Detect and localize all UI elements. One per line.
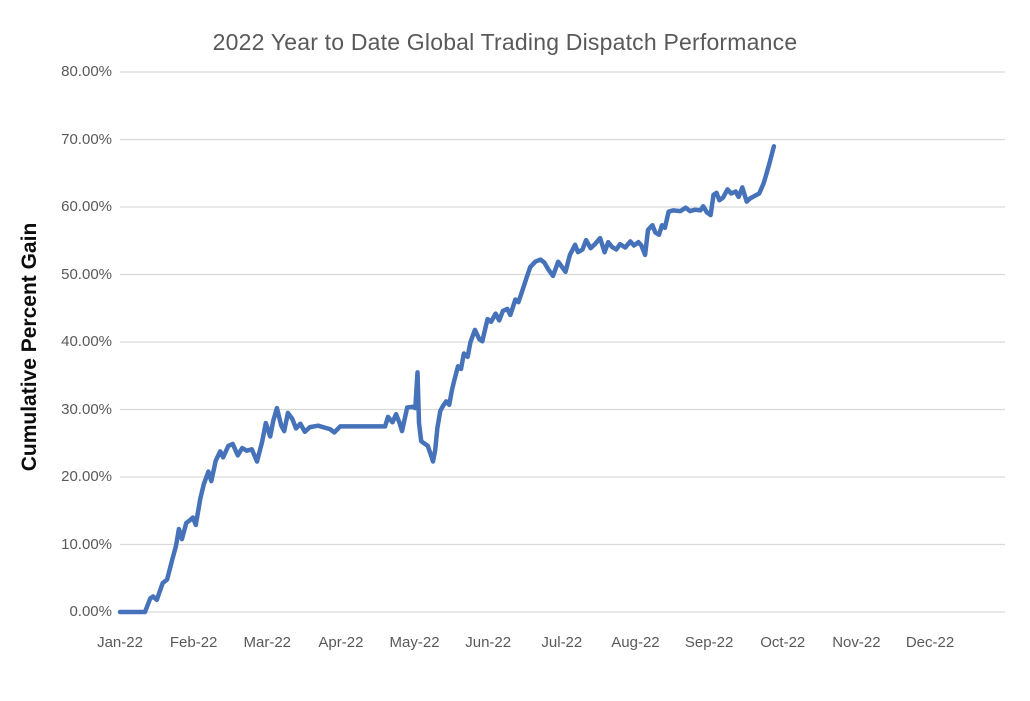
data-series-line — [117, 144, 777, 615]
x-tick-label: Sep-22 — [684, 634, 734, 651]
x-tick-label: Nov-22 — [832, 634, 881, 651]
y-tick-label: 60.00% — [61, 198, 112, 215]
x-tick-label: Oct-22 — [760, 634, 806, 651]
y-tick-label: 20.00% — [61, 468, 112, 485]
y-tick-label: 10.00% — [61, 535, 112, 553]
y-tick-label: 30.00% — [61, 400, 112, 418]
x-tick-label: Jan-22 — [97, 634, 143, 651]
x-tick-label: May-22 — [389, 634, 440, 651]
x-tick-label: Apr-22 — [318, 634, 364, 651]
chart-title: 2022 Year to Date Global Trading Dispatc… — [212, 29, 798, 55]
x-tick-label: Jul-22 — [541, 634, 583, 651]
y-tick-label: 80.00% — [61, 63, 112, 80]
y-tick-label: 40.00% — [61, 333, 112, 350]
y-tick-label: 70.00% — [61, 130, 112, 148]
x-tick-label: Jun-22 — [465, 634, 512, 651]
x-tick-label: Dec-22 — [905, 634, 955, 651]
x-tick-label: Mar-22 — [243, 634, 292, 651]
y-tick-label: 50.00% — [61, 265, 112, 283]
y-tick-label: 0.00% — [69, 603, 112, 620]
x-tick-label: Feb-22 — [169, 634, 218, 651]
x-tick-label: Aug-22 — [611, 634, 660, 651]
